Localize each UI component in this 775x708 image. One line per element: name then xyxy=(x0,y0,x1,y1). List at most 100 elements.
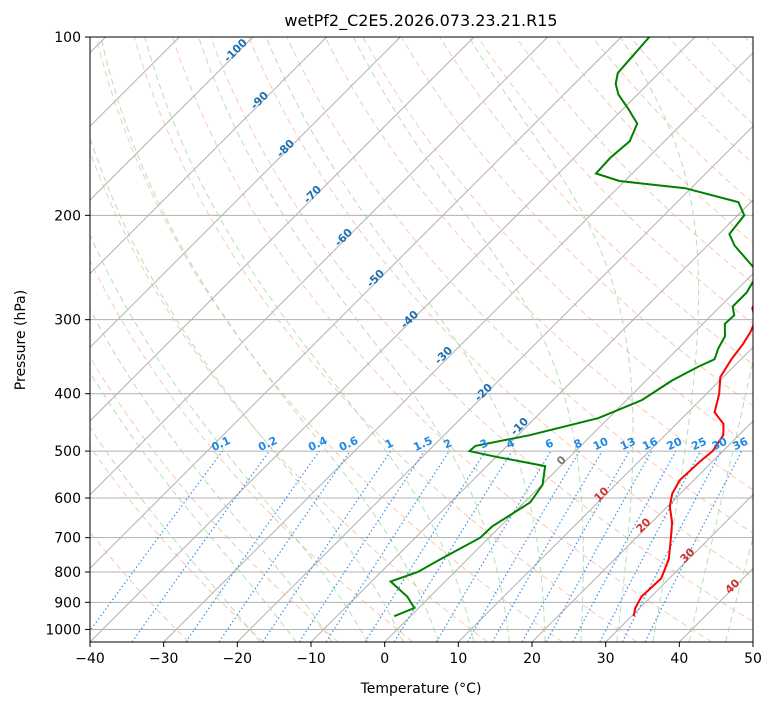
moist-adiabat-line xyxy=(90,233,369,642)
x-tick-label: 40 xyxy=(670,651,688,667)
isotherm-line xyxy=(90,37,328,275)
x-tick-label: 30 xyxy=(597,651,615,667)
y-axis-ticks: 100 200 300 400 500 600 700 800 900 1000 xyxy=(45,30,90,638)
moist-adiabat-label: 20 xyxy=(634,515,654,535)
mixing-ratio-line xyxy=(90,450,223,632)
moist-adiabat-line xyxy=(90,426,261,642)
mixing-ratio-line xyxy=(218,450,351,642)
moist-adiabat-line xyxy=(100,37,439,642)
background-lines xyxy=(90,37,753,642)
isotherm-line xyxy=(605,493,753,642)
mixing-ratio-line xyxy=(521,450,631,642)
isotherm-line xyxy=(236,125,753,642)
x-tick-label: −20 xyxy=(223,651,253,667)
moist-adiabat-line xyxy=(90,308,333,642)
mixing-ratio-line xyxy=(364,450,486,642)
isotherm-line xyxy=(752,641,753,642)
dry-adiabat-label: -40 xyxy=(398,308,421,331)
y-tick-label: 900 xyxy=(54,595,81,611)
y-tick-label: 600 xyxy=(54,491,81,507)
isotherm-line xyxy=(310,199,753,642)
mixing-ratio-label: 6 xyxy=(543,436,556,451)
x-tick-label: −30 xyxy=(149,651,179,667)
mixing-ratio-line xyxy=(545,450,653,642)
profile-series xyxy=(388,37,753,618)
moist-adiabat-line xyxy=(90,136,404,642)
dry-adiabat-label: -100 xyxy=(221,36,250,65)
mixing-ratio-label: 16 xyxy=(640,435,660,453)
dry-adiabat-line xyxy=(95,37,563,642)
mixing-ratio-line xyxy=(131,450,270,642)
dry-adiabat-line xyxy=(324,37,753,491)
dry-adiabat-line xyxy=(286,37,753,534)
y-tick-label: 700 xyxy=(54,531,81,547)
y-tick-label: 300 xyxy=(54,313,81,329)
profile-line xyxy=(388,37,753,618)
isotherm-line xyxy=(531,420,753,642)
x-axis-ticks: −40 −30 −20 −10 0 10 20 30 40 50 xyxy=(75,642,762,667)
moist-adiabat-line xyxy=(198,37,510,642)
y-tick-label: 800 xyxy=(54,565,81,581)
dry-adiabat-line xyxy=(90,356,339,642)
chart-title: wetPf2_C2E5.2026.073.23.21.R15 xyxy=(284,11,557,31)
isotherm-line xyxy=(163,51,753,642)
dry-adiabat-line xyxy=(90,259,414,642)
mixing-ratio-label: 25 xyxy=(689,435,708,453)
mixing-ratio-label: 20 xyxy=(665,435,685,453)
x-tick-label: 10 xyxy=(449,651,467,667)
mixing-ratio-label: 2 xyxy=(442,436,454,451)
mixing-ratio-line xyxy=(393,450,513,642)
y-tick-label: 100 xyxy=(54,30,81,46)
x-tick-label: 0 xyxy=(380,651,389,667)
isotherm-line xyxy=(90,37,549,496)
moist-adiabat-line xyxy=(144,37,475,642)
x-tick-label: −40 xyxy=(75,651,105,667)
mixing-ratio-label: 36 xyxy=(731,435,751,453)
dry-adiabat-line xyxy=(171,37,712,642)
dry-adiabat-line xyxy=(133,37,638,642)
moist-adiabat-line xyxy=(353,37,584,642)
moist-adiabat-line xyxy=(265,37,546,642)
dry-adiabat-label: -60 xyxy=(332,226,355,249)
moist-adiabat-line xyxy=(725,536,753,642)
isotherm-line xyxy=(90,37,622,570)
moist-adiabat-label: 40 xyxy=(723,576,743,596)
dry-adiabat-line xyxy=(248,37,753,578)
y-tick-label: 200 xyxy=(54,208,81,224)
line-labels: 0.1 0.2 0.4 0.6 1 1.5 2 3 4 6 8 10 13 16 20 25 30 36-100-… xyxy=(209,36,750,597)
mixing-ratio-label: 30 xyxy=(710,435,730,453)
mixing-ratio-line xyxy=(262,450,392,642)
dry-adiabat-line xyxy=(515,37,753,284)
moist-adiabat-label: 30 xyxy=(678,545,698,565)
dry-adiabat-label: -70 xyxy=(301,183,324,206)
isotherm-line xyxy=(457,346,753,642)
x-axis-label: Temperature (°C) xyxy=(360,681,482,697)
mixing-ratio-line xyxy=(599,450,702,642)
x-tick-label: 20 xyxy=(523,651,541,667)
moist-adiabat-line xyxy=(688,358,753,642)
dry-adiabat-line xyxy=(553,37,753,244)
isotherm-line xyxy=(90,37,401,349)
isotherm-line xyxy=(384,272,753,642)
y-tick-label: 400 xyxy=(54,387,81,403)
mixing-ratio-line xyxy=(435,450,552,642)
profile-line xyxy=(632,303,753,617)
mixing-ratio-line xyxy=(185,450,320,642)
dry-adiabat-label: -50 xyxy=(364,267,387,290)
x-tick-label: −10 xyxy=(296,651,326,667)
moist-adiabat-line xyxy=(90,371,297,642)
moist-adiabat-line xyxy=(620,37,700,642)
isotherm-line xyxy=(90,37,254,201)
dry-adiabat-line xyxy=(706,37,753,86)
dry-adiabat-label: -90 xyxy=(248,89,271,112)
isotherm-line xyxy=(90,37,696,642)
dry-adiabat-line xyxy=(90,445,264,642)
isotherm-line xyxy=(90,37,475,422)
plot-frame xyxy=(89,36,754,643)
moist-adiabat-line xyxy=(468,37,634,642)
dry-adiabat-label: -30 xyxy=(432,344,455,367)
mixing-ratio-line xyxy=(644,450,743,642)
mixing-ratio-label: 10 xyxy=(591,435,611,453)
y-tick-label: 500 xyxy=(54,444,81,460)
